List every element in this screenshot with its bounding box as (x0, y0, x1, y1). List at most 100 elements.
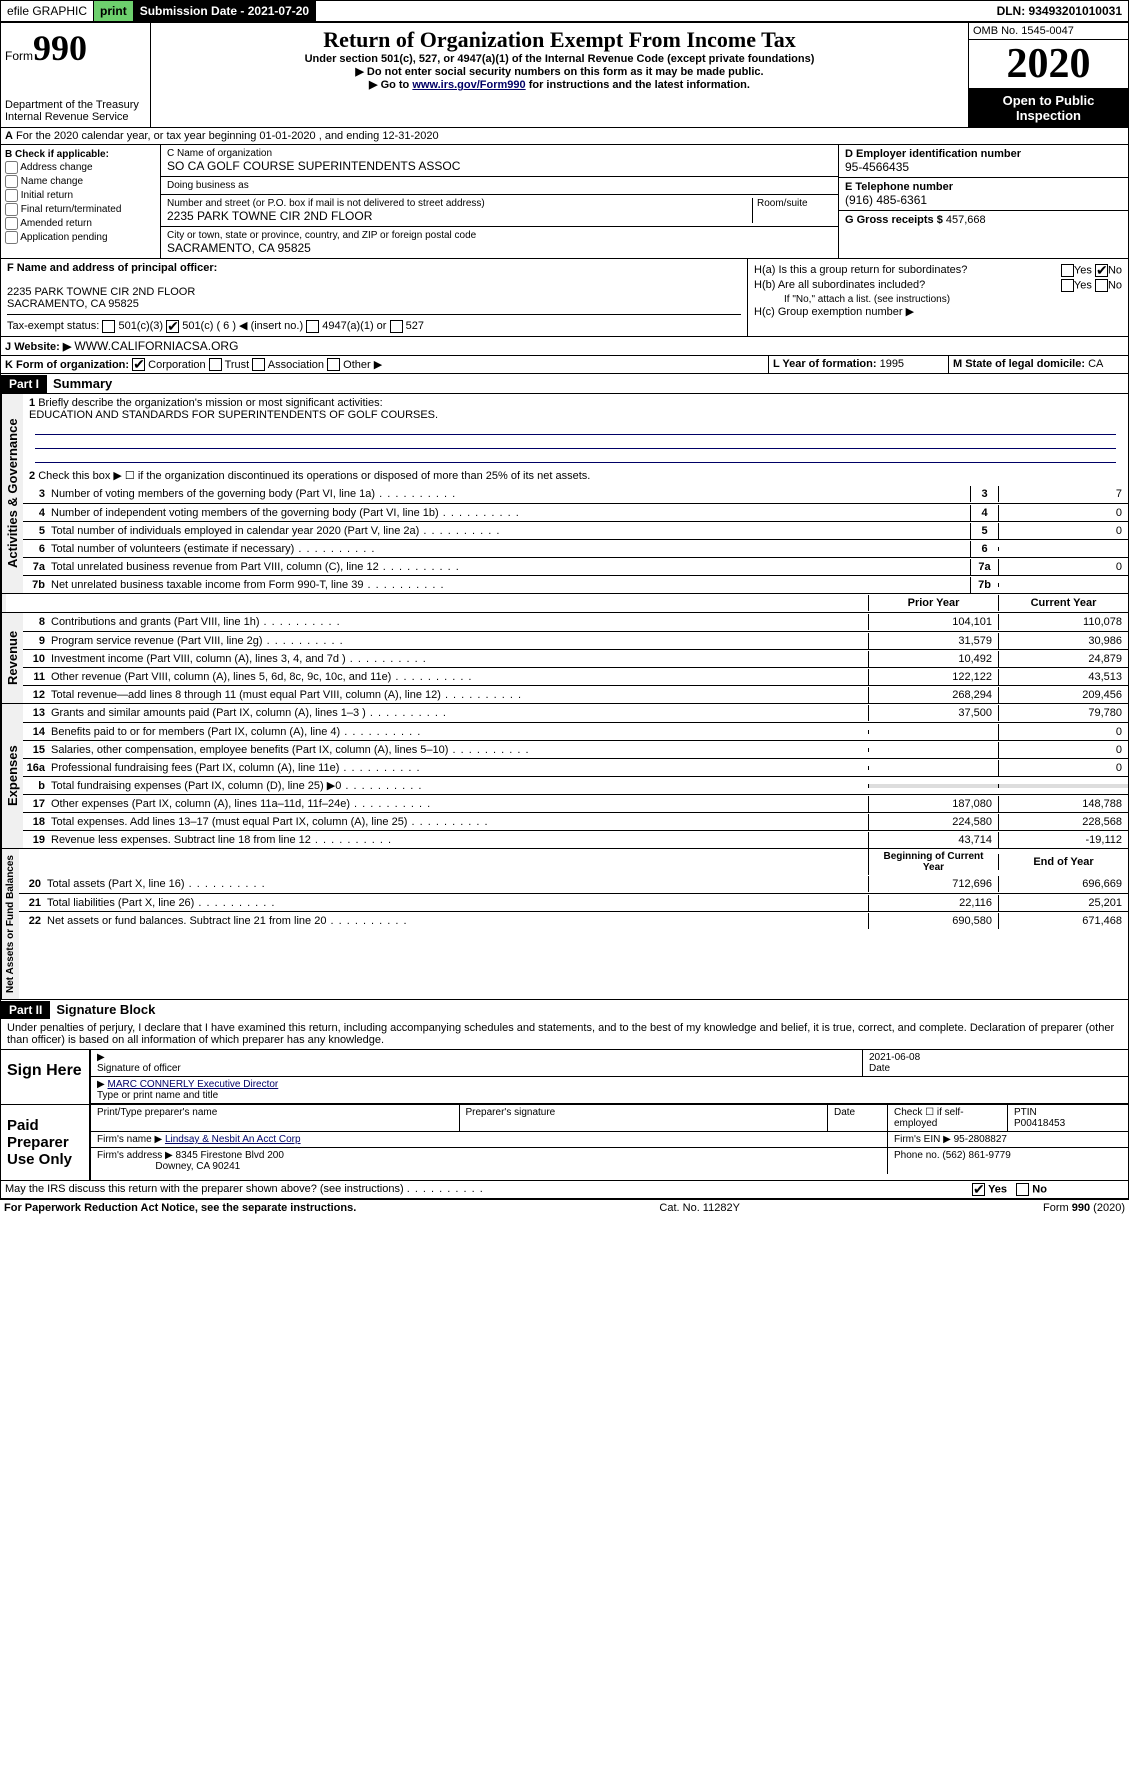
omb-number: OMB No. 1545-0047 (969, 23, 1128, 40)
city-label: City or town, state or province, country… (167, 230, 476, 241)
dept-label: Department of the Treasury (5, 99, 146, 111)
efile-label: efile GRAPHIC (1, 1, 94, 21)
firm-name-label: Firm's name ▶ (97, 1134, 162, 1145)
date-label: Date (869, 1063, 890, 1074)
sign-here-label: Sign Here (1, 1050, 91, 1104)
cb-ha-no[interactable] (1095, 264, 1108, 277)
form-header: Form990 Department of the Treasury Inter… (1, 23, 1128, 127)
cb-amended[interactable]: Amended return (5, 217, 156, 230)
summary-line-22: 22Net assets or fund balances. Subtract … (19, 911, 1128, 929)
cb-corp[interactable] (132, 358, 145, 371)
summary-line-18: 18Total expenses. Add lines 13–17 (must … (23, 812, 1128, 830)
box-de: D Employer identification number95-45664… (838, 145, 1128, 258)
firm-addr2: Downey, CA 90241 (155, 1161, 240, 1172)
h-c-label: H(c) Group exemption number ▶ (754, 305, 1122, 318)
cb-4947[interactable] (306, 320, 319, 333)
year-formation: 1995 (880, 358, 904, 370)
line1-label: Briefly describe the organization's miss… (38, 397, 382, 409)
firm-addr-label: Firm's address ▶ (97, 1150, 173, 1161)
cb-501c3[interactable] (102, 320, 115, 333)
summary-line-9: 9Program service revenue (Part VIII, lin… (23, 631, 1128, 649)
cb-discuss-yes[interactable] (972, 1183, 985, 1196)
print-button[interactable]: print (94, 1, 134, 21)
box-b: B Check if applicable: Address change Na… (1, 145, 161, 258)
firm-name[interactable]: Lindsay & Nesbit An Acct Corp (165, 1134, 301, 1145)
tax-year: 2020 (969, 40, 1128, 89)
part2-title: Signature Block (50, 1000, 161, 1019)
subtitle-1: Under section 501(c), 527, or 4947(a)(1)… (159, 53, 960, 65)
summary-line-7b: 7bNet unrelated business taxable income … (23, 575, 1128, 593)
cb-address-change[interactable]: Address change (5, 161, 156, 174)
summary-line-16a: 16aProfessional fundraising fees (Part I… (23, 758, 1128, 776)
cb-assoc[interactable] (252, 358, 265, 371)
tax-status-label: Tax-exempt status: (7, 320, 99, 332)
cb-trust[interactable] (209, 358, 222, 371)
summary-line-13: 13Grants and similar amounts paid (Part … (23, 704, 1128, 722)
form-title: Return of Organization Exempt From Incom… (159, 27, 960, 53)
hdr-prior-year: Prior Year (868, 595, 998, 611)
h-b-label: H(b) Are all subordinates included? (754, 279, 925, 292)
summary-line-15: 15Salaries, other compensation, employee… (23, 740, 1128, 758)
summary-line-4: 4Number of independent voting members of… (23, 503, 1128, 521)
ein-value: 95-4566435 (845, 160, 909, 174)
hdr-end: End of Year (998, 854, 1128, 870)
city-state-zip: SACRAMENTO, CA 95825 (167, 241, 311, 255)
topbar: efile GRAPHIC print Submission Date - 20… (0, 0, 1129, 22)
cb-name-change[interactable]: Name change (5, 175, 156, 188)
summary-line-21: 21Total liabilities (Part X, line 26)22,… (19, 893, 1128, 911)
vtab-expenses: Expenses (1, 704, 23, 848)
part1-title: Summary (47, 374, 118, 393)
irs-label: Internal Revenue Service (5, 111, 146, 123)
summary-line-8: 8Contributions and grants (Part VIII, li… (23, 613, 1128, 631)
prep-date-label: Date (828, 1105, 888, 1131)
org-name: SO CA GOLF COURSE SUPERINTENDENTS ASSOC (167, 159, 460, 173)
part1-header: Part I (1, 375, 47, 393)
cb-discuss-no[interactable] (1016, 1183, 1029, 1196)
gross-receipts: 457,668 (946, 214, 986, 226)
vtab-revenue: Revenue (1, 613, 23, 703)
perjury-text: Under penalties of perjury, I declare th… (1, 1019, 1128, 1049)
open-public: Open to Public (1003, 93, 1095, 108)
part2-header: Part II (1, 1001, 50, 1019)
cb-ha-yes[interactable] (1061, 264, 1074, 277)
firm-phone-label: Phone no. (894, 1150, 940, 1161)
officer-name[interactable]: MARC CONNERLY Executive Director (107, 1079, 278, 1090)
prep-sig-label: Preparer's signature (460, 1105, 829, 1131)
k-label: K Form of organization: (5, 359, 129, 371)
subtitle-2: ▶ Do not enter social security numbers o… (159, 65, 960, 78)
officer-addr1: 2235 PARK TOWNE CIR 2ND FLOOR (7, 286, 195, 298)
officer-addr2: SACRAMENTO, CA 95825 (7, 298, 139, 310)
vtab-governance: Activities & Governance (1, 394, 23, 593)
paperwork-notice: For Paperwork Reduction Act Notice, see … (4, 1202, 356, 1214)
inspection-label: Inspection (1016, 108, 1081, 123)
summary-line-19: 19Revenue less expenses. Subtract line 1… (23, 830, 1128, 848)
cb-527[interactable] (390, 320, 403, 333)
website-label: Website: ▶ (14, 341, 71, 353)
cb-hb-yes[interactable] (1061, 279, 1074, 292)
cat-no: Cat. No. 11282Y (659, 1202, 740, 1214)
cb-other[interactable] (327, 358, 340, 371)
firm-ein: 95-2808827 (954, 1134, 1007, 1145)
addr-label: Number and street (or P.O. box if mail i… (167, 198, 485, 209)
instructions-link[interactable]: www.irs.gov/Form990 (412, 79, 525, 91)
gross-receipts-label: G Gross receipts $ (845, 214, 943, 226)
firm-ein-label: Firm's EIN ▶ (894, 1134, 951, 1145)
street-address: 2235 PARK TOWNE CIR 2ND FLOOR (167, 209, 372, 223)
type-name-label: Type or print name and title (97, 1090, 218, 1101)
prep-name-label: Print/Type preparer's name (91, 1105, 460, 1131)
form-number: 990 (33, 28, 87, 68)
form-footer: Form 990 (2020) (1043, 1202, 1125, 1214)
summary-line-20: 20Total assets (Part X, line 16)712,6966… (19, 875, 1128, 893)
j-label: J (5, 341, 11, 353)
cb-501c[interactable] (166, 320, 179, 333)
discuss-irs: May the IRS discuss this return with the… (5, 1183, 404, 1195)
phone-label: E Telephone number (845, 181, 953, 193)
cb-initial-return[interactable]: Initial return (5, 189, 156, 202)
state-domicile: CA (1088, 358, 1103, 370)
box-b-label: B Check if applicable: (5, 149, 109, 160)
subtitle-3b: for instructions and the latest informat… (526, 79, 750, 91)
cb-final-return[interactable]: Final return/terminated (5, 203, 156, 216)
cb-app-pending[interactable]: Application pending (5, 231, 156, 244)
firm-addr1: 8345 Firestone Blvd 200 (176, 1150, 284, 1161)
cb-hb-no[interactable] (1095, 279, 1108, 292)
